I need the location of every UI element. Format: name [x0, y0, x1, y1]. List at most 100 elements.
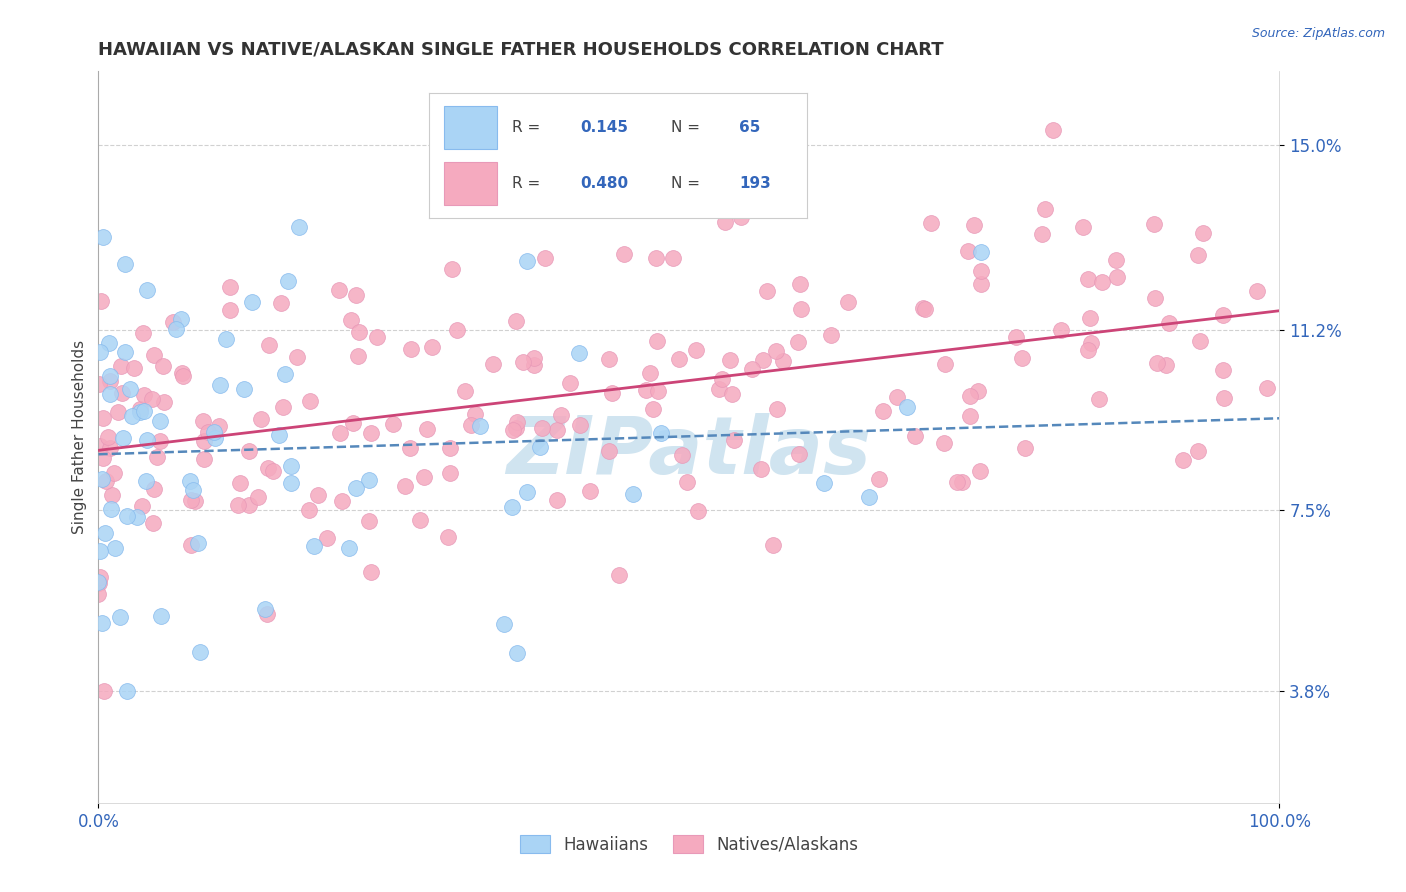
- Point: [98, 336, 121, 351]
- Point: [346, 288, 368, 302]
- Point: [337, 541, 360, 555]
- Point: [765, 401, 787, 416]
- Point: [131, 499, 153, 513]
- Point: [240, 295, 263, 310]
- Point: [1077, 343, 1099, 357]
- Point: [146, 450, 169, 464]
- Point: [505, 314, 527, 328]
- Point: [530, 421, 553, 435]
- Point: [100, 488, 122, 502]
- Point: [640, 366, 662, 380]
- Point: [381, 417, 404, 431]
- Point: [945, 475, 967, 490]
- Point: [188, 645, 211, 659]
- Point: [135, 433, 157, 447]
- Point: [886, 390, 908, 404]
- Point: [135, 474, 157, 488]
- Point: [641, 401, 664, 416]
- Point: [969, 244, 991, 259]
- Point: [1188, 334, 1211, 348]
- Point: [534, 252, 557, 266]
- Point: [661, 252, 683, 266]
- Point: [911, 301, 934, 315]
- Point: [181, 483, 204, 497]
- Point: [89, 439, 111, 453]
- Point: [152, 359, 174, 373]
- Point: [439, 466, 461, 480]
- Text: HAWAIIAN VS NATIVE/ALASKAN SINGLE FATHER HOUSEHOLDS CORRELATION CHART: HAWAIIAN VS NATIVE/ALASKAN SINGLE FATHER…: [98, 41, 943, 59]
- Point: [1157, 316, 1180, 330]
- Point: [969, 277, 991, 291]
- Text: ZIPatlas: ZIPatlas: [506, 413, 872, 491]
- Point: [718, 352, 741, 367]
- Point: [115, 509, 138, 524]
- Point: [813, 475, 835, 490]
- Point: [254, 601, 277, 615]
- Point: [1077, 272, 1099, 286]
- Point: [359, 514, 381, 528]
- Point: [505, 415, 527, 429]
- Point: [568, 345, 591, 359]
- Point: [1105, 253, 1128, 268]
- Point: [165, 322, 187, 336]
- Point: [789, 277, 811, 291]
- Point: [969, 464, 991, 478]
- Point: [91, 410, 114, 425]
- Point: [1212, 363, 1234, 377]
- Point: [328, 284, 350, 298]
- Point: [956, 244, 979, 258]
- Point: [607, 568, 630, 582]
- Point: [1033, 202, 1056, 217]
- Point: [90, 615, 112, 630]
- Point: [959, 409, 981, 423]
- Point: [204, 431, 226, 445]
- Point: [868, 472, 890, 486]
- Point: [302, 539, 325, 553]
- Point: [329, 426, 352, 441]
- Point: [232, 382, 254, 396]
- Point: [751, 352, 773, 367]
- Point: [502, 423, 524, 437]
- Point: [578, 484, 600, 499]
- Point: [208, 419, 231, 434]
- Point: [721, 387, 744, 401]
- Point: [357, 473, 380, 487]
- Point: [501, 500, 523, 514]
- Point: [420, 340, 443, 354]
- Point: [1014, 442, 1036, 456]
- Point: [482, 357, 505, 371]
- Point: [505, 421, 527, 435]
- Point: [89, 345, 111, 359]
- Point: [238, 444, 260, 458]
- Point: [413, 469, 436, 483]
- Point: [128, 405, 150, 419]
- Point: [523, 351, 546, 365]
- Point: [142, 348, 165, 362]
- Point: [122, 361, 145, 376]
- Point: [470, 418, 492, 433]
- Point: [1042, 123, 1064, 137]
- Point: [280, 458, 302, 473]
- Point: [1246, 284, 1268, 298]
- Point: [267, 428, 290, 442]
- Point: [162, 314, 184, 328]
- Point: [460, 417, 482, 432]
- Point: [98, 441, 121, 455]
- Point: [837, 295, 859, 310]
- Point: [183, 494, 205, 508]
- Point: [89, 377, 111, 392]
- Point: [298, 394, 321, 409]
- Point: [558, 376, 581, 390]
- Point: [90, 472, 112, 486]
- Point: [914, 302, 936, 317]
- Point: [100, 502, 122, 516]
- Point: [409, 513, 432, 527]
- Point: [569, 417, 592, 432]
- Point: [621, 487, 644, 501]
- Point: [187, 536, 209, 550]
- Point: [1091, 276, 1114, 290]
- Point: [298, 503, 321, 517]
- Point: [308, 488, 330, 502]
- Point: [270, 296, 292, 310]
- Point: [787, 447, 810, 461]
